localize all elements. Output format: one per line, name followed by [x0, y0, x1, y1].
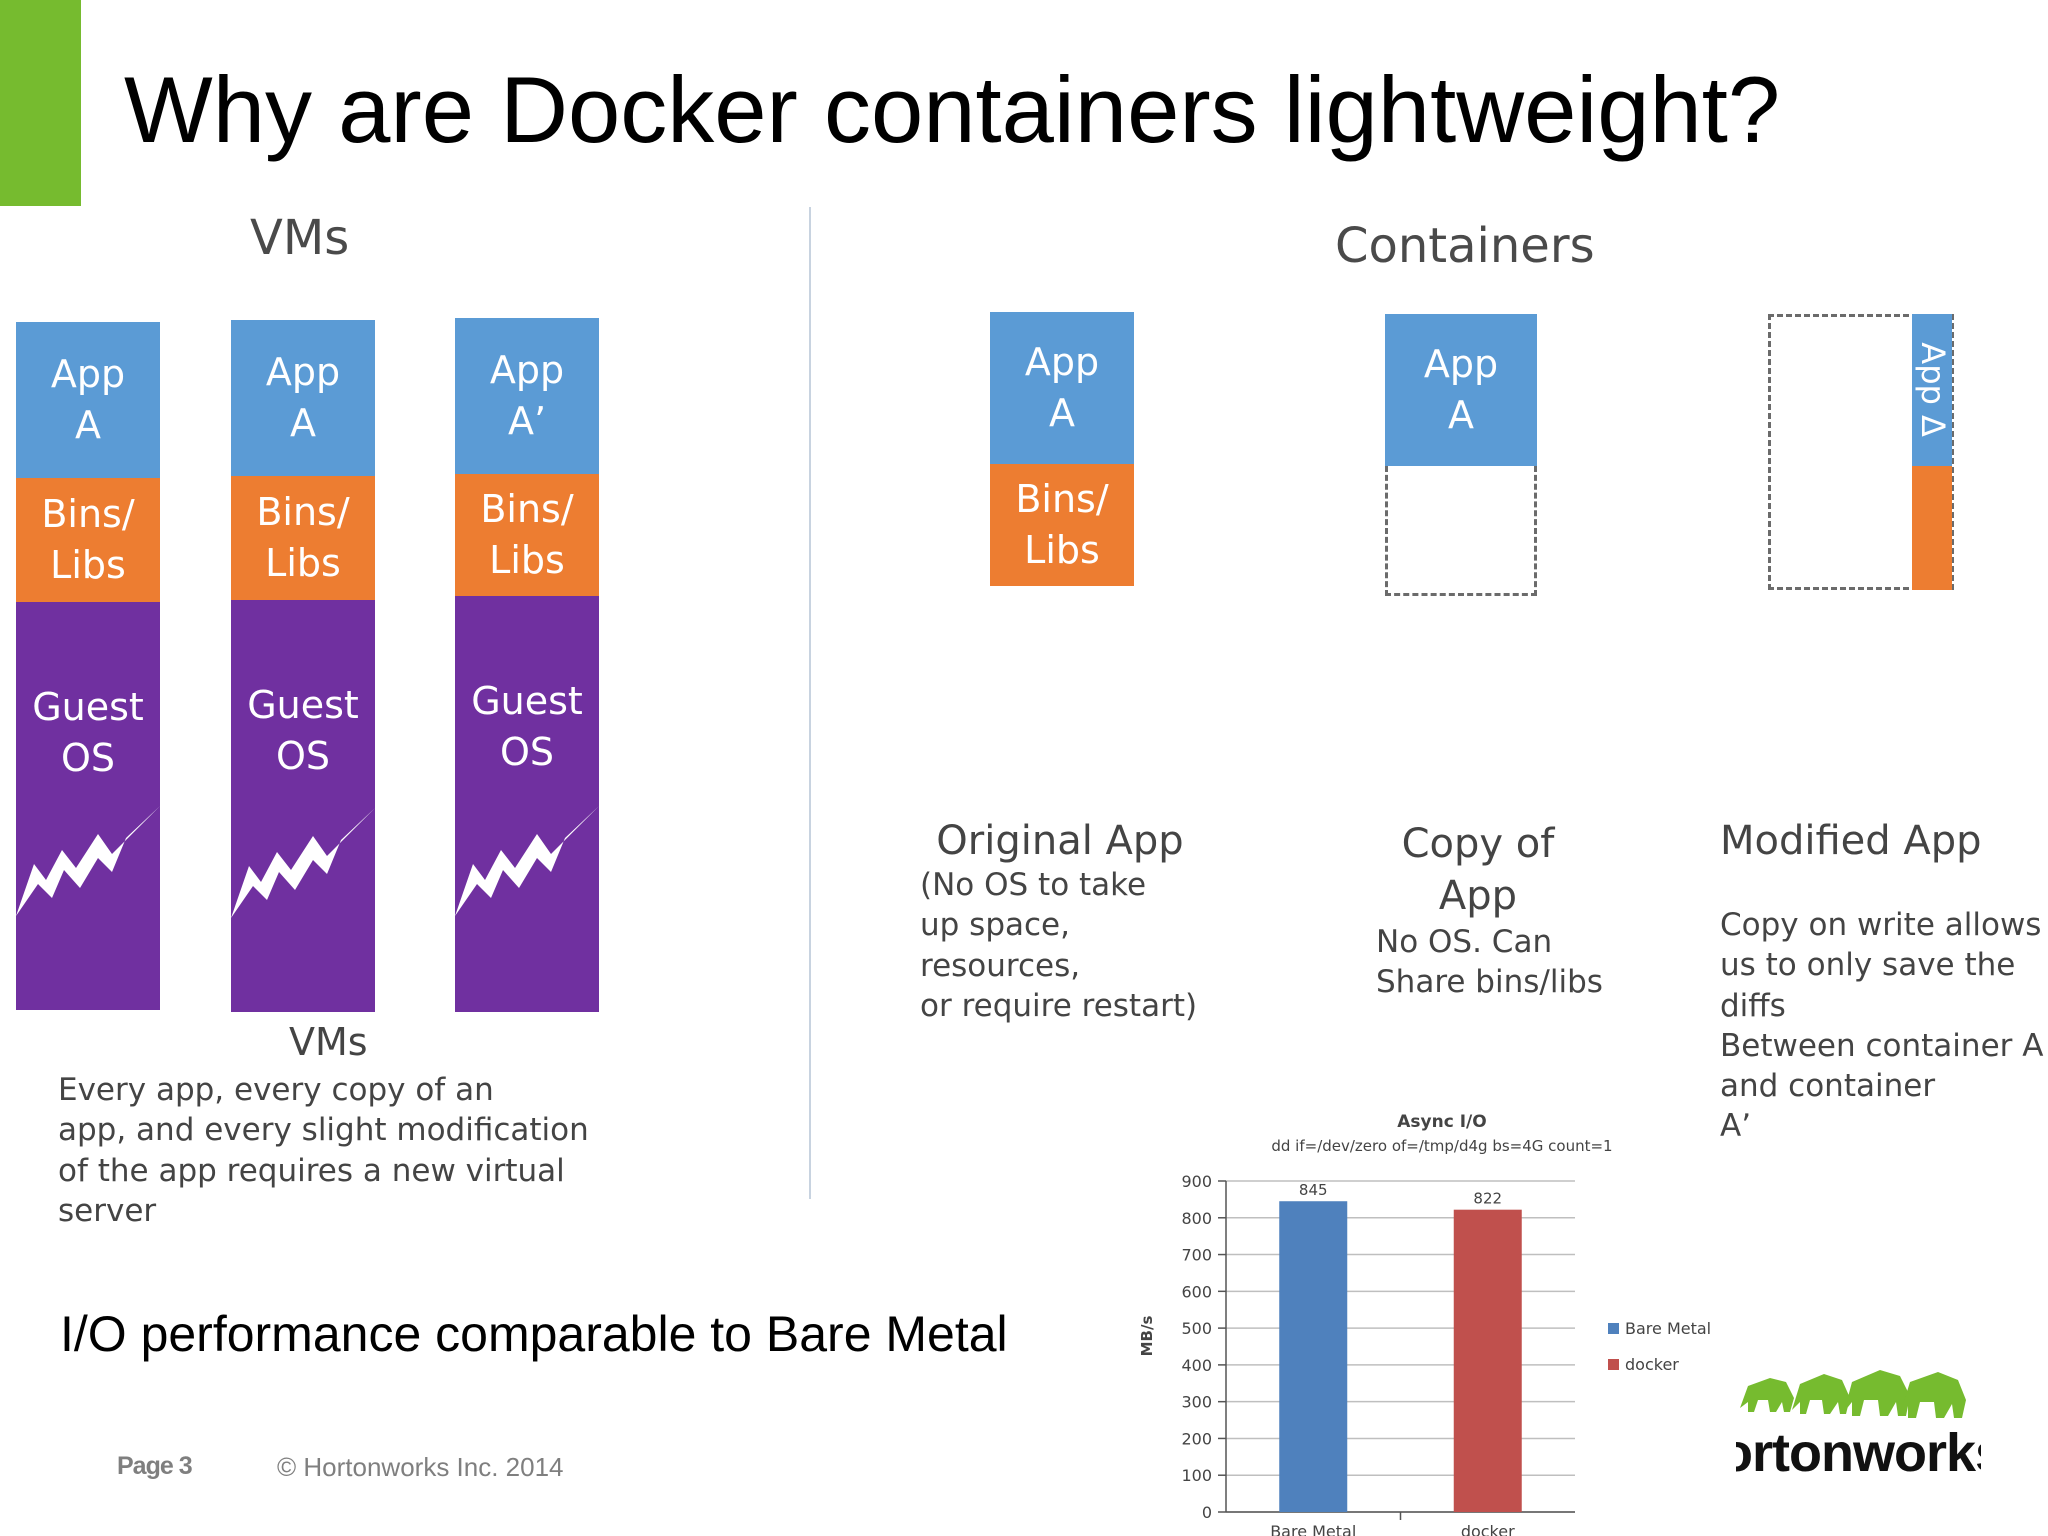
- elephant-logo-icon: [1740, 1370, 1966, 1418]
- chart-ytick-label: 200: [1181, 1429, 1212, 1448]
- chart-yticks: 0 100 200 300 400 500 600 700 800 900: [1181, 1172, 1212, 1522]
- chart-bars: 845 822: [1279, 1181, 1522, 1512]
- vm-stack-1-os: Guest OS: [16, 602, 160, 1010]
- chart-ytick-label: 700: [1181, 1246, 1212, 1265]
- logo-wordmark-text: ortonworks: [1736, 1423, 1981, 1483]
- vm-stack-2: App A Bins/ Libs Guest OS: [231, 320, 375, 1012]
- vm-stack-2-os: Guest OS: [231, 600, 375, 1012]
- page-number: Page 3: [117, 1452, 193, 1480]
- container-original-app: App A: [990, 312, 1134, 464]
- accent-bar: [0, 0, 81, 206]
- vm-stack-3: App A’ Bins/ Libs Guest OS: [455, 318, 599, 1012]
- chart-legend-label: docker: [1625, 1355, 1679, 1374]
- chart-ytick-label: 300: [1181, 1393, 1212, 1412]
- slide-title: Why are Docker containers lightweight?: [124, 57, 1781, 162]
- chart-bar: [1453, 1209, 1522, 1512]
- section-divider: [809, 207, 811, 1199]
- chart-xtick-label: Bare Metal: [1270, 1522, 1356, 1536]
- vms-caption: Every app, every copy of an app, and eve…: [58, 1072, 589, 1229]
- chart-legend-swatch: [1608, 1359, 1619, 1370]
- container-copy-app: App A: [1385, 314, 1537, 466]
- chart-ytick-label: 600: [1181, 1282, 1212, 1301]
- modified-app-caption: Copy on write allows us to only save the…: [1720, 907, 2044, 1145]
- chart-data-label: 822: [1473, 1190, 1502, 1208]
- vms-subheading: VMs: [289, 1020, 368, 1064]
- vm-stack-1: App A Bins/ Libs Guest OS: [16, 322, 160, 1010]
- containers-heading: Containers: [1335, 218, 1595, 274]
- chart-legend-label: Bare Metal: [1625, 1319, 1711, 1338]
- vms-heading: VMs: [250, 210, 350, 266]
- container-modified-delta-label: App Δ: [1913, 342, 1952, 438]
- chart-xtick-label: docker: [1461, 1522, 1515, 1536]
- container-copy-shared-placeholder: [1385, 466, 1537, 596]
- vm-stack-2-bins: Bins/ Libs: [231, 476, 375, 600]
- lightning-icon: [16, 806, 160, 916]
- container-modified-placeholder: [1768, 314, 1954, 590]
- chart-legend-swatch: [1608, 1323, 1619, 1334]
- chart-xticks: Bare Metal docker: [1270, 1522, 1515, 1536]
- original-app-caption: (No OS to take up space, resources, or r…: [920, 867, 1198, 1024]
- chart-ytick-label: 500: [1181, 1319, 1212, 1338]
- chart-bar: [1279, 1201, 1348, 1512]
- vm-stack-2-app: App A: [231, 320, 375, 476]
- lightning-icon: [455, 806, 599, 916]
- chart-subtitle: dd if=/dev/zero of=/tmp/d4g bs=4G count=…: [1271, 1137, 1612, 1155]
- io-chart: Async I/O dd if=/dev/zero of=/tmp/d4g bs…: [1138, 1112, 1711, 1536]
- vm-stack-2-os-label: Guest OS: [247, 683, 359, 779]
- logo-wordmark: ortonworks: [1736, 1422, 1981, 1484]
- copy-app-title: Copy of App: [1401, 821, 1555, 919]
- io-statement: I/O performance comparable to Bare Metal: [60, 1306, 1008, 1362]
- chart-ytick-label: 400: [1181, 1356, 1212, 1375]
- vm-stack-3-app: App A’: [455, 318, 599, 474]
- copyright: © Hortonworks Inc. 2014: [277, 1452, 564, 1482]
- lightning-icon: [231, 808, 375, 918]
- container-original-bins: Bins/ Libs: [990, 464, 1134, 586]
- chart-ytick-label: 800: [1181, 1209, 1212, 1228]
- vm-stack-1-bins: Bins/ Libs: [16, 478, 160, 602]
- container-modified-delta: App Δ: [1912, 314, 1952, 466]
- vm-stack-3-os: Guest OS: [455, 596, 599, 1012]
- chart-ytick-label: 900: [1181, 1172, 1212, 1191]
- copy-app-caption: No OS. Can Share bins/libs: [1376, 924, 1603, 1001]
- vm-stack-3-os-label: Guest OS: [471, 679, 583, 775]
- chart-ytick-label: 100: [1181, 1466, 1212, 1485]
- chart-title: Async I/O: [1397, 1112, 1486, 1132]
- vm-stack-1-app: App A: [16, 322, 160, 478]
- container-copy: App A: [1385, 314, 1537, 596]
- container-modified-bins: [1912, 466, 1952, 590]
- container-original: App A Bins/ Libs: [990, 312, 1134, 586]
- chart-ytick-label: 0: [1202, 1503, 1212, 1522]
- chart-legend: Bare Metal docker: [1608, 1319, 1711, 1374]
- vm-stack-3-bins: Bins/ Libs: [455, 474, 599, 596]
- modified-app-title: Modified App: [1720, 818, 1982, 864]
- chart-data-label: 845: [1299, 1181, 1328, 1199]
- original-app-title: Original App: [936, 818, 1184, 864]
- vm-stack-1-os-label: Guest OS: [32, 685, 144, 781]
- chart-ylabel: MB/s: [1138, 1316, 1156, 1357]
